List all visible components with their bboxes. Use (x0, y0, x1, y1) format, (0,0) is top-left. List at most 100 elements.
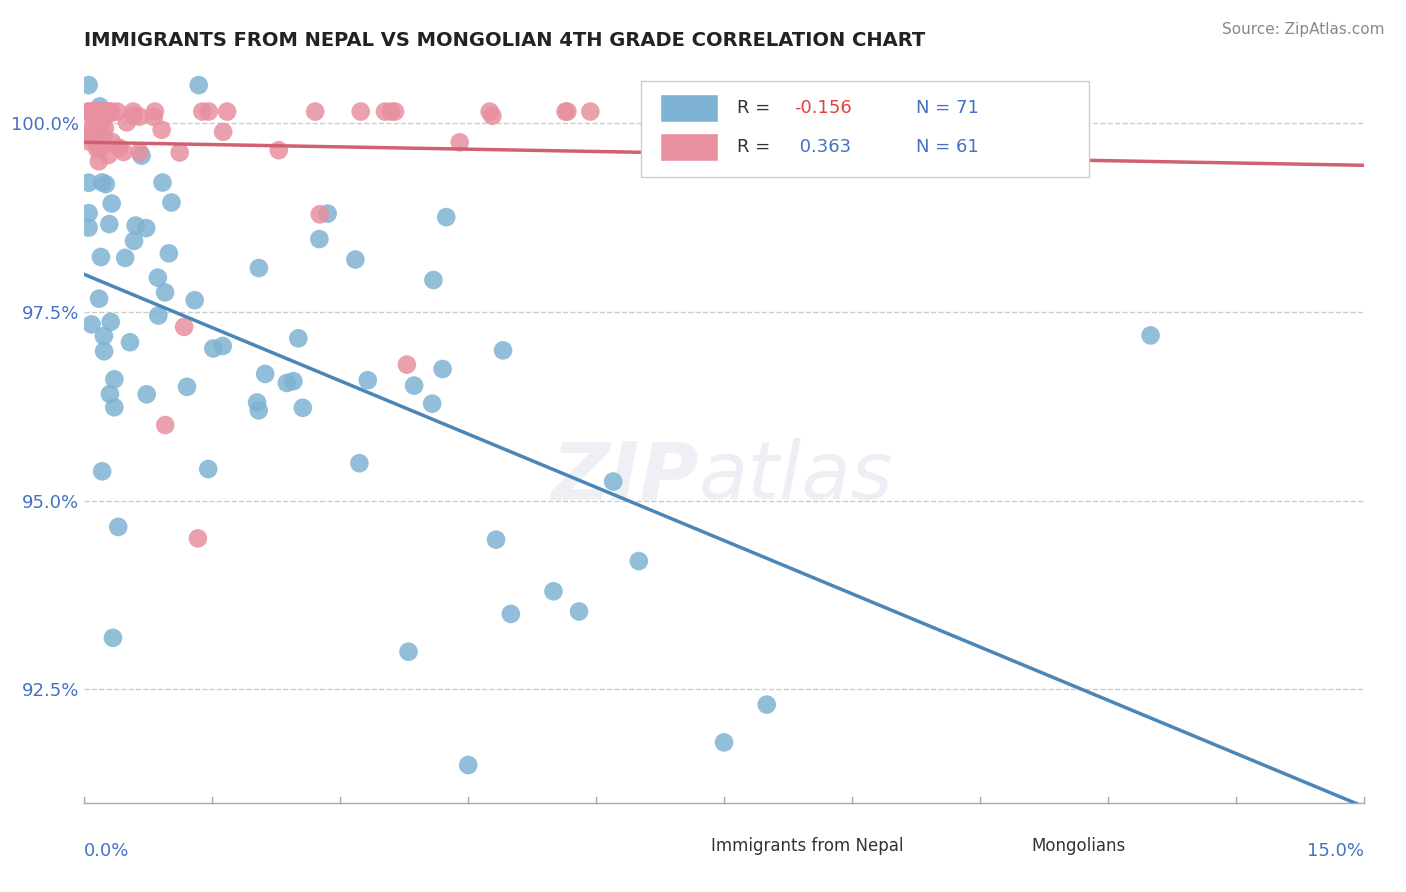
Point (155, 418, 177, 433)
Point (283, 374, 305, 388)
Point (87, 154, 110, 169)
Point (118, 335, 141, 350)
Point (384, 104, 406, 119)
Point (125, 219, 148, 233)
Point (212, 125, 235, 139)
Point (217, 104, 239, 119)
Point (557, 104, 579, 119)
Point (211, 339, 233, 353)
Point (93, 128, 115, 143)
Point (146, 270, 169, 285)
Point (89, 99, 111, 113)
Point (142, 110, 165, 124)
Point (100, 315, 122, 329)
Point (86, 143, 108, 157)
Point (148, 309, 170, 323)
Point (287, 331, 309, 345)
Point (267, 143, 290, 157)
Point (478, 104, 501, 119)
Point (93, 344, 115, 359)
Point (449, 136, 471, 150)
Point (568, 605, 591, 619)
Point (96, 104, 118, 119)
Point (485, 533, 508, 547)
Point (627, 554, 650, 568)
Point (308, 207, 330, 221)
Point (98, 106, 121, 120)
Point (395, 358, 418, 372)
Point (87, 104, 110, 119)
Point (143, 104, 166, 119)
Point (82, 111, 104, 125)
Point (77, 104, 100, 119)
Point (291, 401, 314, 415)
Point (246, 395, 269, 409)
Point (187, 78, 209, 92)
Point (247, 403, 270, 417)
Point (157, 246, 180, 260)
Point (404, 378, 426, 392)
Point (602, 475, 624, 489)
Point (100, 104, 122, 119)
FancyBboxPatch shape (641, 81, 1088, 178)
Point (105, 104, 128, 119)
Point (380, 104, 402, 119)
Text: Mongolians: Mongolians (1031, 838, 1125, 855)
Point (276, 376, 298, 390)
Point (89, 104, 111, 119)
Point (77, 78, 100, 92)
Point (77, 128, 100, 142)
Point (115, 115, 138, 129)
Point (135, 221, 157, 235)
Point (86, 138, 108, 153)
Point (103, 401, 125, 415)
Point (91, 464, 114, 478)
Point (77, 176, 100, 190)
Point (84, 104, 107, 119)
Point (77, 135, 100, 149)
Point (77, 206, 100, 220)
Point (434, 210, 457, 224)
Point (98, 104, 121, 119)
Point (108, 141, 131, 155)
Point (91, 176, 114, 190)
Point (112, 145, 135, 159)
Point (94, 177, 117, 191)
Point (398, 645, 420, 659)
Point (350, 104, 373, 119)
Text: N = 71: N = 71 (917, 99, 979, 117)
Point (98, 387, 121, 401)
Point (77, 220, 100, 235)
Point (755, 698, 778, 712)
Point (152, 176, 174, 190)
FancyBboxPatch shape (661, 94, 717, 121)
Point (122, 108, 145, 122)
Point (160, 195, 183, 210)
Text: 0.363: 0.363 (794, 138, 852, 156)
Point (197, 462, 219, 476)
Point (176, 380, 198, 394)
Text: R =: R = (737, 99, 776, 117)
Point (82, 118, 104, 132)
Point (128, 110, 150, 124)
Point (173, 319, 195, 334)
Point (107, 520, 129, 534)
Point (316, 206, 339, 220)
Point (93, 138, 115, 153)
FancyBboxPatch shape (960, 835, 1018, 858)
Point (357, 373, 380, 387)
Point (579, 104, 602, 119)
Point (77, 104, 100, 119)
Point (1139, 328, 1161, 343)
Point (103, 372, 125, 386)
FancyBboxPatch shape (661, 133, 717, 161)
Point (90, 115, 112, 129)
Point (80, 318, 103, 332)
Point (499, 607, 522, 621)
Text: R =: R = (737, 138, 776, 156)
Point (86, 131, 108, 145)
Point (97, 148, 120, 162)
Point (202, 342, 225, 356)
Point (492, 343, 515, 358)
Point (254, 367, 277, 381)
